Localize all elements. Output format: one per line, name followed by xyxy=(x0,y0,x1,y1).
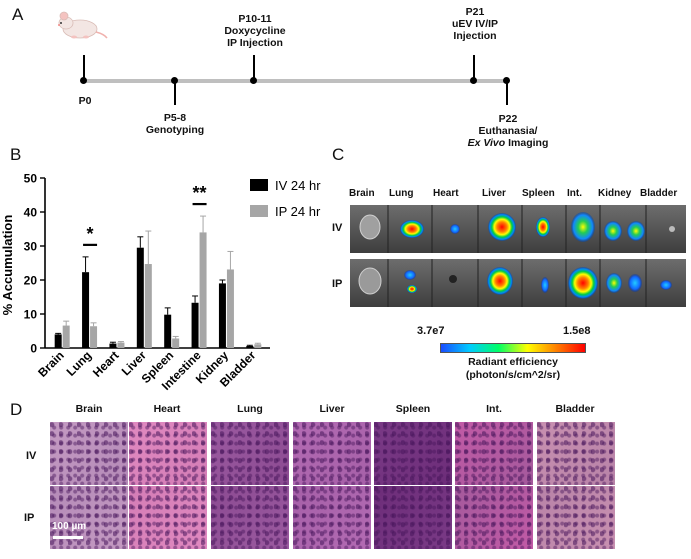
ivis-col-spleen: Spleen xyxy=(522,188,555,199)
legend-swatch-0 xyxy=(250,179,268,191)
bar-bladder-0 xyxy=(246,345,254,348)
he-tile-brain-iv xyxy=(50,422,128,485)
bar-kidney-0 xyxy=(218,283,226,348)
y-tick-label: 0 xyxy=(30,342,37,356)
ivis-col-bladder: Bladder xyxy=(640,188,678,199)
bar-lung-0 xyxy=(82,272,90,348)
panel-b-letter: B xyxy=(10,145,22,164)
bar-brain-0 xyxy=(54,334,62,348)
timeline-label-p21: P21 uEV IV/IP Injection xyxy=(451,6,499,42)
x-tick-label: Brain xyxy=(35,348,67,380)
ivis-col-kidney: Kidney xyxy=(598,188,632,199)
bar-intestine-0 xyxy=(191,302,199,348)
x-tick-label: Lung xyxy=(64,348,95,379)
y-tick-label: 20 xyxy=(24,274,38,288)
scale-bar-label: 100 µm xyxy=(52,521,87,532)
he-tile-lung-iv xyxy=(211,422,289,485)
he-col-heart: Heart xyxy=(153,403,181,415)
timeline-tick-p10 xyxy=(253,55,255,81)
timeline-dot-p5 xyxy=(171,77,178,84)
ivis-panel: Brain Lung Heart Liver Spleen Int. Kidne… xyxy=(332,175,686,395)
timeline-label-p22: P22 Euthanasia/ Ex Vivo Imaging xyxy=(467,113,549,149)
he-tile-spleen-iv xyxy=(374,422,452,485)
x-tick-label: Heart xyxy=(90,348,122,380)
timeline-dot-p22 xyxy=(503,77,510,84)
timeline-dot-p0 xyxy=(80,77,87,84)
ivis-row-ip: IP xyxy=(332,278,343,290)
legend-swatch-1 xyxy=(250,205,268,217)
ivis-ip-strip xyxy=(350,259,686,307)
he-tile-spleen-ip xyxy=(374,486,452,549)
bar-liver-1 xyxy=(144,264,152,348)
y-tick-label: 30 xyxy=(24,240,38,254)
bar-spleen-0 xyxy=(164,314,172,348)
he-tile-liver-iv xyxy=(293,422,371,485)
he-tile-liver-ip xyxy=(293,486,371,549)
legend-label-0: IV 24 hr xyxy=(275,178,321,193)
bar-chart: % Accumulation 0 10 20 30 40 50 BrainLungHeart… xyxy=(0,172,321,394)
timeline-tick-p0 xyxy=(83,55,85,81)
y-tick-label: 40 xyxy=(24,206,38,220)
timeline-dot-p10 xyxy=(250,77,257,84)
bar-liver-0 xyxy=(136,247,144,348)
he-col-liver: Liver xyxy=(319,403,345,415)
timeline-label-p5: P5-8 Genotyping xyxy=(145,112,205,136)
timeline-label-p0: P0 xyxy=(78,95,92,107)
bar-lung-1 xyxy=(90,326,98,348)
bar-kidney-1 xyxy=(226,269,234,348)
colorbar-max: 1.5e8 xyxy=(563,325,591,337)
colorbar xyxy=(440,343,586,353)
he-col-int: Int. xyxy=(486,403,502,415)
colorbar-label-1: Radiant efficiency xyxy=(468,356,558,368)
significance-star: ** xyxy=(193,183,207,203)
bar-brain-1 xyxy=(62,325,70,348)
panel-c-letter: C xyxy=(332,145,345,164)
he-tile-bladder-ip xyxy=(537,486,615,549)
y-axis-label: % Accumulation xyxy=(0,215,15,316)
he-tile-bladder-iv xyxy=(537,422,615,485)
timeline-tick-p5 xyxy=(174,81,176,105)
bar-spleen-1 xyxy=(172,338,180,348)
timeline-dot-p21 xyxy=(470,77,477,84)
mouse-icon xyxy=(58,11,108,39)
timeline-tick-p21 xyxy=(473,55,475,81)
timeline-label-p10: P10-11 Doxycycline IP Injection xyxy=(224,13,286,49)
bar-heart-1 xyxy=(117,342,125,348)
scale-bar-line xyxy=(53,536,83,539)
he-col-spleen: Spleen xyxy=(395,403,431,415)
y-tick-label: 50 xyxy=(24,172,38,186)
he-col-lung: Lung xyxy=(237,403,263,415)
ivis-col-int: Int. xyxy=(567,188,582,199)
colorbar-min: 3.7e7 xyxy=(417,325,445,337)
panel-d-letter: D xyxy=(10,400,23,419)
he-row-ip: IP xyxy=(24,512,35,524)
timeline-tick-p22 xyxy=(506,81,508,105)
ivis-iv-strip xyxy=(350,205,686,253)
scale-bar-box: 100 µm xyxy=(50,521,100,541)
colorbar-label-2: (photon/s/cm^2/sr) xyxy=(465,369,561,381)
ivis-col-brain: Brain xyxy=(349,188,375,199)
he-tile-int-iv xyxy=(455,422,533,485)
y-tick-label: 10 xyxy=(24,308,38,322)
legend-label-1: IP 24 hr xyxy=(275,204,321,219)
he-row-iv: IV xyxy=(26,450,37,462)
timeline-bar xyxy=(83,79,508,83)
he-col-brain: Brain xyxy=(75,403,103,415)
bar-bladder-1 xyxy=(254,344,262,348)
he-col-bladder: Bladder xyxy=(555,403,595,415)
ivis-col-heart: Heart xyxy=(433,188,459,199)
bar-intestine-1 xyxy=(199,232,207,348)
he-tile-int-ip xyxy=(455,486,533,549)
he-tile-lung-ip xyxy=(211,486,289,549)
he-tile-heart-iv xyxy=(129,422,207,485)
ivis-col-liver: Liver xyxy=(482,188,506,199)
bar-heart-0 xyxy=(109,343,117,348)
panel-a-letter: A xyxy=(12,5,24,24)
he-tile-heart-ip xyxy=(129,486,207,549)
ivis-col-lung: Lung xyxy=(389,188,414,199)
significance-star: * xyxy=(87,224,94,244)
ivis-row-iv: IV xyxy=(332,222,343,234)
